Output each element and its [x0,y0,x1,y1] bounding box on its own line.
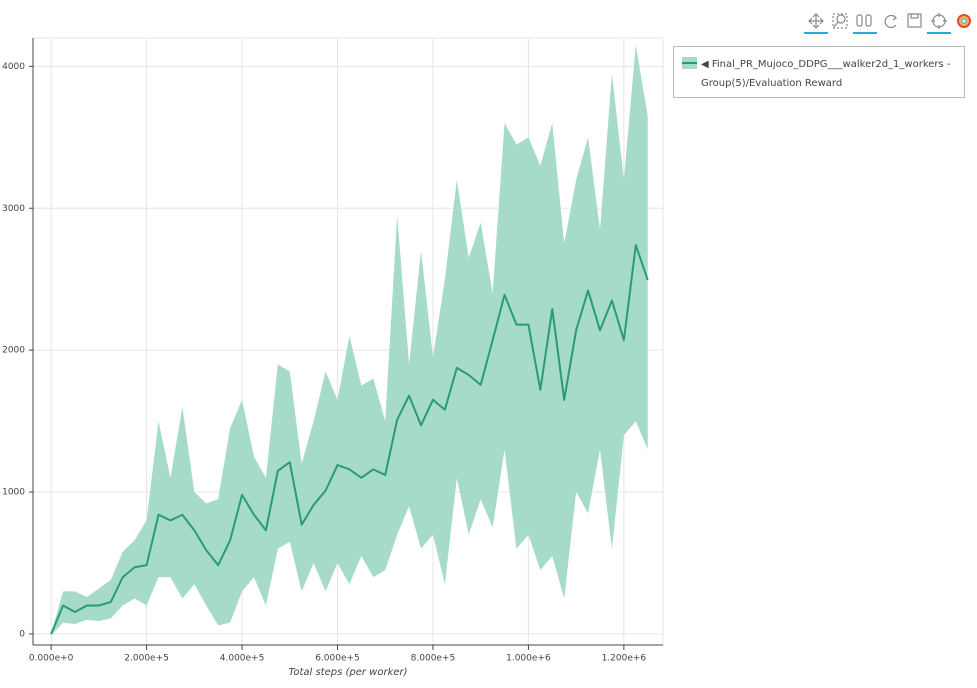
x-tick-label: 6.000e+5 [315,654,360,664]
zoom-tool[interactable] [832,13,848,29]
legend-glyph [682,57,697,69]
band [51,45,648,636]
wheel-zoom-tool[interactable] [853,14,877,34]
toolbar [804,13,971,34]
y-tick-label: 4000 [2,62,25,72]
y-tick-label: 2000 [2,346,25,356]
x-tick-label: 1.200e+6 [602,654,647,664]
pan-tool[interactable] [804,13,828,34]
bokeh-logo[interactable] [957,14,971,28]
x-tick-label: 8.000e+5 [411,654,456,664]
x-tick-label: 2.000e+5 [124,654,169,664]
save-tool[interactable] [907,13,922,28]
x-axis-label: Total steps (per worker) [288,667,407,678]
y-tick-label: 1000 [2,488,25,498]
x-tick-label: 1.000e+6 [506,654,551,664]
x-tick-label: 0.000e+0 [29,654,74,664]
reset-tool[interactable] [884,14,897,29]
x-tick-label: 4.000e+5 [220,654,265,664]
y-tick-label: 0 [19,629,25,639]
hover-tool[interactable] [927,13,951,34]
y-tick-label: 3000 [2,204,25,214]
legend: ◀ Final_PR_Mujoco_DDPG___walker2d_1_work… [673,46,965,98]
line [50,244,649,635]
legend-label: ◀ Final_PR_Mujoco_DDPG___walker2d_1_work… [701,59,951,89]
